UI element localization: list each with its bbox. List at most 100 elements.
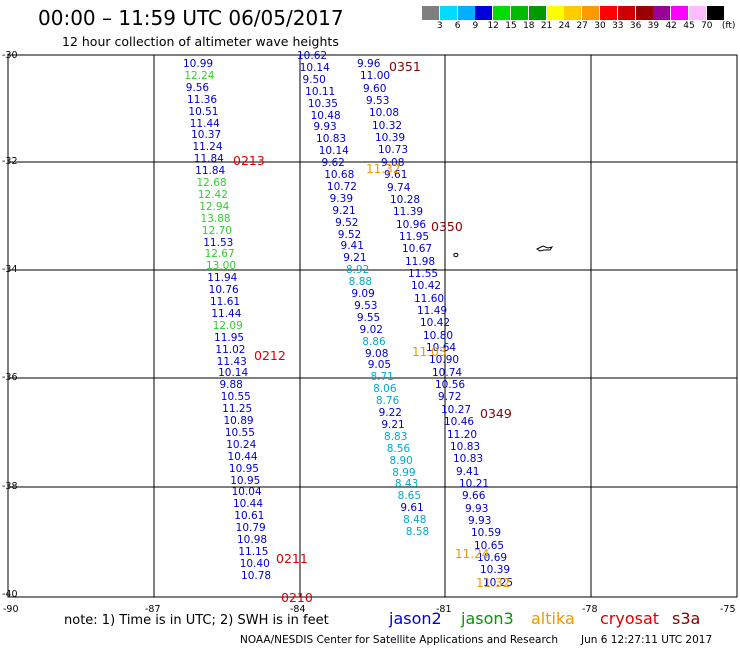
scale-label: 12 [487,21,499,31]
pass-time-label: 0349 [480,406,512,421]
wave-height-value: 11.55 [408,267,439,280]
lon-label: -84 [290,604,306,615]
pass-time-label: 0350 [431,219,463,234]
wave-height-value: 9.53 [354,299,378,312]
scale-swatch [546,6,564,20]
scale-swatch [457,6,475,20]
wave-height-value: 10.83 [316,133,347,146]
wave-height-value: 9.41 [340,240,364,253]
wave-height-value: 9.39 [329,192,354,205]
wave-height-value: 8.65 [397,490,422,503]
wave-height-value: 11.44 [211,307,242,320]
wave-height-value: 10.21 [459,477,490,490]
wave-height-value: 10.59 [471,527,502,540]
wave-height-value: 10.90 [429,354,460,367]
wave-height-value: 10.56 [435,379,466,392]
wave-height-value: 8.71 [370,371,394,384]
wave-height-value: 9.08 [381,156,405,169]
page-title: 00:00 – 11:59 UTC 06/05/2017 [38,6,344,30]
wave-height-value: 10.44 [227,450,258,463]
wave-height-value: 10.64 [426,342,457,355]
scale-swatch [493,6,511,20]
wave-height-value: 13.00 [205,260,236,273]
wave-height-value: 10.46 [444,416,475,429]
wave-height-value: 12.68 [196,177,227,189]
scale-label: 70 [701,21,713,31]
wave-height-value: 9.09 [351,288,375,300]
lon-label: -90 [3,604,19,615]
wave-height-value: 9.72 [438,391,462,404]
wave-height-value: 10.39 [375,132,406,145]
wave-height-value: 11.36 [187,93,218,106]
wave-height-value: 9.05 [367,359,392,372]
legend-altika: altika [531,609,575,628]
wave-height-value: 10.62 [297,50,328,62]
wave-height-value: 11.95 [399,230,430,243]
scale-label: 36 [629,21,642,31]
scale-swatch [671,6,689,20]
wave-height-value: 10.83 [453,453,484,466]
wave-height-value: 12.09 [212,319,243,332]
wave-height-value: 9.21 [381,418,405,431]
wave-height-value: 11.25 [222,403,253,416]
wave-height-value: 11.94 [207,272,238,285]
wave-height-value: 11.44 [189,117,220,130]
wave-height-value: 9.93 [313,121,337,134]
wave-height-value: 8.56 [386,442,411,455]
wave-height-value: 10.95 [228,462,259,475]
altika-wave-height-value: 11.03 [412,345,447,359]
scale-label: 30 [594,21,606,31]
pass-time-label: 0351 [389,59,421,74]
scale-label: 45 [683,21,695,31]
wave-height-value: 12.67 [204,248,235,261]
wave-height-value: 9.21 [332,204,356,217]
wave-height-value: 11.61 [210,296,241,308]
wave-height-value: 9.93 [468,514,492,527]
legend-jason3: jason3 [461,609,514,628]
wave-height-value: 10.04 [231,486,262,499]
wave-height-value: 10.79 [235,522,266,535]
wave-height-value: 9.88 [219,379,243,392]
wave-height-value: 9.22 [378,407,402,419]
scale-swatch [617,6,635,20]
wave-height-value: 8.92 [345,264,370,277]
wave-height-value: 10.42 [411,280,442,293]
wave-height-value: 9.96 [357,58,381,70]
wave-height-value: 10.35 [307,97,338,110]
scale-label: 3 [436,21,443,31]
wave-height-value: 10.98 [237,534,268,546]
wave-height-value: 9.53 [366,95,390,108]
wave-height-value: 10.37 [191,129,222,142]
wave-height-value: 9.55 [356,311,381,324]
wave-height-value: 10.55 [220,391,251,404]
wave-height-value: 10.48 [310,109,341,122]
scale-label: 27 [576,21,588,31]
wave-height-value: 10.73 [378,144,409,157]
wave-height-value: 9.56 [185,81,210,94]
scale-label: 15 [505,21,517,31]
credit-text: NOAA/NESDIS Center for Satellite Applica… [240,634,558,646]
wave-height-value: 10.32 [372,119,403,132]
wave-height-value: 8.99 [392,466,416,479]
wave-height-value: 11.49 [417,305,448,317]
wave-height-value: 11.02 [215,343,246,356]
altika-wave-height-value: 11.24 [455,547,490,561]
legend-jason2: jason2 [389,609,442,628]
scale-swatch [653,6,671,20]
lat-label: -32 [2,156,18,167]
scale-swatch [689,6,706,20]
wave-height-value: 10.89 [223,415,254,427]
scale-swatch [511,6,528,20]
wave-height-value: 11.15 [238,545,269,558]
scale-label: 42 [665,21,677,31]
lat-label: -30 [2,50,18,61]
wave-height-value: 9.61 [400,502,424,515]
wave-height-value: 10.27 [441,403,472,416]
wave-height-value: 10.55 [224,426,255,439]
wave-height-value: 9.41 [456,465,480,478]
wave-height-color-scale: 3 6 9 12 15 18 21 24 27 30 33 36 39 42 45 70 (ft) [0,0,740,40]
wave-height-value: 10.74 [432,366,463,379]
scale-swatch [439,6,457,20]
wave-height-value: 10.39 [480,564,511,577]
wave-height-value: 12.24 [184,69,215,82]
